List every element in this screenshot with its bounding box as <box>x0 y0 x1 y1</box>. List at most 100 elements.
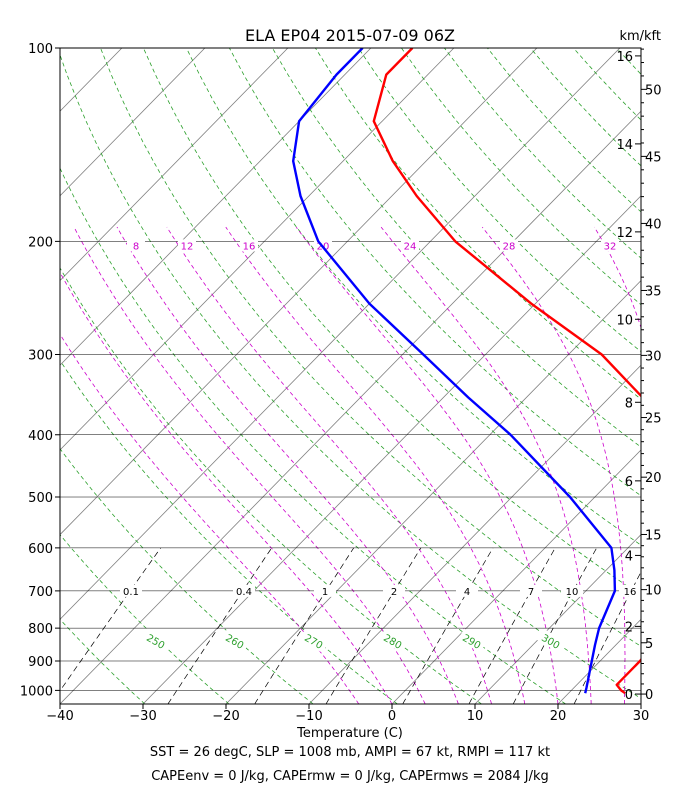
moist-label-bg <box>127 239 145 252</box>
p-tick-label: 100 <box>28 42 53 57</box>
isobar-lines <box>60 47 641 691</box>
isotherm-line <box>308 364 641 704</box>
theta-label-bg <box>141 628 171 653</box>
dry-adiabat-line <box>487 48 641 213</box>
isotherm-line <box>391 449 641 704</box>
isotherm-line <box>60 48 372 366</box>
isotherm-line <box>60 48 289 282</box>
x-tick-label: 30 <box>633 709 650 724</box>
mixing-ratio-line <box>573 571 641 704</box>
dry-adiabat-line <box>60 702 61 704</box>
dry-adiabat-line <box>60 267 482 704</box>
mixing-ratio-line <box>512 547 598 704</box>
mixing-ratio-label: 0.1 <box>123 587 139 598</box>
footer-line-2: CAPEenv = 0 J/kg, CAPErmw = 0 J/kg, CAPE… <box>151 769 549 784</box>
km-tick-label: 14 <box>616 138 633 153</box>
mixing-ratio-label: 1 <box>322 587 328 598</box>
plot-frame <box>59 47 642 705</box>
kft-tick-label: 15 <box>645 528 662 543</box>
isotherm-line <box>60 48 455 451</box>
km-tick-label: 2 <box>625 620 633 635</box>
mixing-label-bg <box>561 584 583 597</box>
chart-title: ELA EP04 2015-07-09 06Z <box>245 26 455 45</box>
kft-tick-label: 20 <box>645 471 662 486</box>
moist-label-bg <box>240 239 258 252</box>
isotherm-line <box>640 703 641 704</box>
dewpoint-profile-line <box>292 48 617 694</box>
isotherm-line <box>60 110 641 704</box>
moist-adiabat-label: 32 <box>604 241 617 252</box>
background-lines <box>0 48 641 704</box>
km-tick-label: 8 <box>625 396 633 411</box>
km-tick-label: 16 <box>616 50 633 65</box>
moist-adiabat-line <box>166 226 492 704</box>
dry-adiabat-line <box>60 534 230 704</box>
dry-adiabat-line <box>60 618 146 704</box>
isotherm-line <box>474 534 641 704</box>
p-tick-label: 200 <box>28 235 53 250</box>
p-tick-label: 500 <box>28 491 53 506</box>
moist-label-bg <box>178 239 196 252</box>
x-tick-label: 0 <box>388 709 396 724</box>
isotherm-line <box>60 48 538 536</box>
dry-adiabat-line <box>60 167 566 704</box>
kft-tick-label: 50 <box>645 83 662 98</box>
x-tick-label: −10 <box>295 709 322 724</box>
x-tick-label: 20 <box>550 709 567 724</box>
p-tick-label: 1000 <box>20 684 53 699</box>
kft-tick-label: 5 <box>645 637 653 652</box>
isotherm-line <box>60 48 206 197</box>
temperature-profile-line <box>372 48 641 695</box>
moist-adiabat-label: 24 <box>404 241 417 252</box>
theta-label-bg <box>457 628 487 653</box>
km-tick-label: 4 <box>625 549 633 564</box>
mixing-ratio-line <box>254 547 354 704</box>
dry-adiabat-line <box>444 48 641 259</box>
mixing-ratio-label: 16 <box>624 587 637 598</box>
mixing-label-bg <box>619 584 641 597</box>
x-axis-label: Temperature (C) <box>296 726 403 741</box>
p-tick-label: 700 <box>28 585 53 600</box>
p-tick-label: 800 <box>28 622 53 637</box>
moist-adiabat-line <box>225 226 526 704</box>
moist-adiabat-line <box>481 226 626 704</box>
p-tick-label: 400 <box>28 429 53 444</box>
moist-adiabat-label: 12 <box>181 241 194 252</box>
mixing-ratio-label: 10 <box>566 587 579 598</box>
moist-label-bg <box>401 239 419 252</box>
isotherm-line <box>60 48 621 620</box>
moist-adiabat-line <box>295 226 559 704</box>
km-tick-label: 0 <box>625 688 633 703</box>
moist-adiabat-label: 8 <box>133 241 139 252</box>
x-tick-label: −30 <box>129 709 156 724</box>
mixing-label-bg <box>314 584 336 597</box>
x-tick-label: −40 <box>46 709 73 724</box>
p-tick-label: 300 <box>28 348 53 363</box>
p-tick-label: 900 <box>28 655 53 670</box>
p-tick-label: 600 <box>28 542 53 557</box>
isotherm-line <box>0 48 39 704</box>
kft-tick-label: 25 <box>645 412 662 427</box>
dry-adiabat-line <box>272 48 641 448</box>
kft-tick-label: 30 <box>645 349 662 364</box>
kft-tick-label: 0 <box>645 688 653 703</box>
mixing-ratio-line <box>60 547 161 692</box>
moist-adiabat-line <box>60 333 360 704</box>
kft-tick-label: 45 <box>645 150 662 165</box>
theta-label-bg <box>378 628 408 653</box>
axes: −40 −30 −20 −10 0 10 20 30100200300400500600700… <box>20 42 662 724</box>
footer-line-1: SST = 26 degC, SLP = 1008 mb, AMPI = 67 … <box>149 745 551 760</box>
moist-adiabat-line <box>116 226 459 704</box>
dry-adiabat-line <box>315 48 641 400</box>
mixing-ratio-line <box>468 547 556 704</box>
mixing-label-bg <box>520 584 542 597</box>
mixing-label-bg <box>120 584 142 597</box>
mixing-ratio-label: 2 <box>391 587 397 598</box>
moist-adiabat-line <box>380 226 592 704</box>
dry-adiabat-line <box>358 48 641 353</box>
dry-adiabat-line <box>60 53 641 699</box>
moist-label-bg <box>500 239 518 252</box>
km-tick-label: 6 <box>625 475 633 490</box>
moist-adiabat-label: 28 <box>503 241 516 252</box>
